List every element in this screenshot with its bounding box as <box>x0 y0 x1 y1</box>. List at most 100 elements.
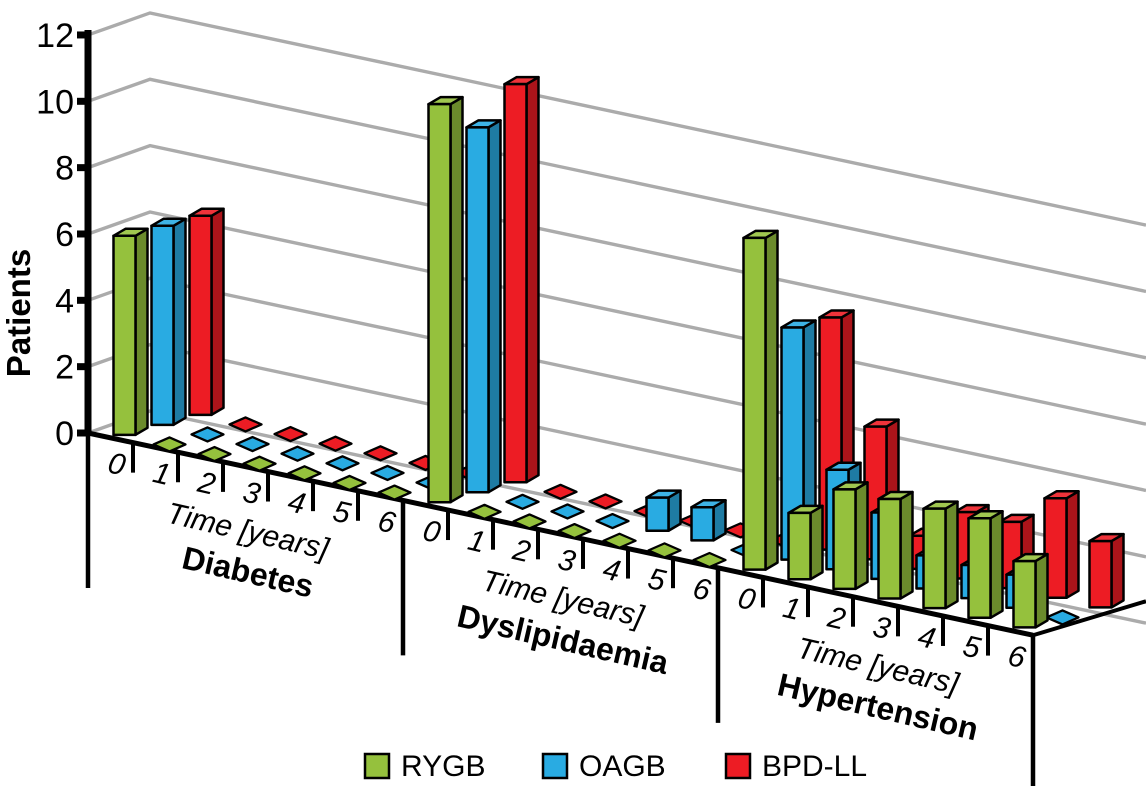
bar-BPD-LL-Diabetes-year0 <box>188 207 225 417</box>
zero-diamond <box>595 512 630 530</box>
time-tick-label-Dyslipidaemia-2: 2 <box>509 533 534 569</box>
bar-side-face <box>1034 552 1049 629</box>
gridline-10 <box>87 77 1146 294</box>
y-tick-label-4: 4 <box>55 282 74 320</box>
time-tick-label-Diabetes-4: 4 <box>285 485 309 521</box>
bar-OAGB-Hypertension-year0 <box>780 319 817 561</box>
time-tick-label-Diabetes-5: 5 <box>330 495 354 531</box>
zero-marker-OAGB-Diabetes-year5 <box>370 464 405 482</box>
legend-layer: RYGB OAGB BPD-LL <box>363 750 867 783</box>
legend-item-OAGB: OAGB <box>541 750 666 783</box>
bar-front-face <box>150 224 175 427</box>
bar-side-face <box>210 207 225 417</box>
y-tick-label-6: 6 <box>55 216 74 254</box>
y-axis-title: Patients <box>0 249 37 377</box>
zero-marker-BPD-LL-Diabetes-year3 <box>318 435 353 452</box>
zero-diamond <box>190 426 225 443</box>
time-tick-label-Hypertension-3: 3 <box>870 610 894 646</box>
time-tick-label-Dyslipidaemia-1: 1 <box>465 524 489 560</box>
bar-OAGB-Dyslipidaemia-year0 <box>465 119 502 494</box>
zero-diamond <box>692 551 727 569</box>
bar-front-face <box>188 214 213 417</box>
bar-RYGB-Hypertension-year6 <box>1012 552 1049 629</box>
bar-side-face <box>989 510 1004 620</box>
zero-marker-OAGB-Dyslipidaemia-year3 <box>595 512 630 530</box>
time-tick-label-Dyslipidaemia-5: 5 <box>645 562 669 598</box>
bar-front-face <box>967 517 992 620</box>
time-tick-label-Dyslipidaemia-3: 3 <box>555 543 579 579</box>
zero-diamond <box>588 493 623 510</box>
legend-label-BPD-LL: BPD-LL <box>762 750 867 783</box>
bar-OAGB-Diabetes-year0 <box>150 217 187 427</box>
bar-front-face <box>742 236 767 571</box>
zero-diamond <box>235 435 270 453</box>
time-tick-label-Dyslipidaemia-0: 0 <box>420 514 444 550</box>
bar-front-face <box>877 497 902 600</box>
bar-front-face <box>690 505 715 542</box>
zero-diamond <box>505 493 540 511</box>
bar-side-face <box>449 95 464 504</box>
bar-RYGB-Hypertension-year2 <box>832 481 869 591</box>
zero-diamond <box>1045 609 1080 626</box>
zero-diamond <box>557 522 592 540</box>
y-tick-0 <box>77 429 88 437</box>
time-tick-label-Diabetes-6: 6 <box>375 504 399 540</box>
zero-marker-RYGB-Diabetes-year1 <box>152 436 187 453</box>
zero-diamond <box>602 532 637 549</box>
bar-front-face <box>645 496 670 532</box>
zero-marker-RYGB-Dyslipidaemia-year1 <box>467 503 502 521</box>
y-tick-10 <box>77 97 88 105</box>
time-tick-label-Diabetes-3: 3 <box>240 475 264 511</box>
zero-marker-OAGB-Diabetes-year2 <box>235 435 270 453</box>
time-tick-label-Hypertension-2: 2 <box>824 600 849 636</box>
zero-marker-RYGB-Dyslipidaemia-year5 <box>647 542 682 559</box>
time-tick-label-Hypertension-1: 1 <box>780 591 804 627</box>
axes-layer <box>77 30 1146 786</box>
zero-marker-RYGB-Dyslipidaemia-year6 <box>692 551 727 569</box>
bar-OAGB-Dyslipidaemia-year4 <box>645 489 682 532</box>
zero-marker-RYGB-Diabetes-year5 <box>332 474 367 492</box>
zero-diamond <box>647 542 682 559</box>
zero-diamond <box>325 455 360 472</box>
time-tick-label-Hypertension-4: 4 <box>915 620 939 656</box>
bar-side-face <box>899 490 914 600</box>
zero-marker-OAGB-Diabetes-year4 <box>325 455 360 472</box>
zero-diamond <box>273 425 308 443</box>
y-tick-8 <box>77 164 88 172</box>
bar-front-face <box>832 488 857 591</box>
bar-front-face <box>1088 539 1113 609</box>
bar-RYGB-Hypertension-year0 <box>742 229 779 571</box>
legend-swatch-BPD-LL <box>724 752 752 780</box>
y-tick-label-2: 2 <box>55 349 74 387</box>
zero-diamond <box>363 445 398 462</box>
bar-side-face <box>172 217 187 427</box>
bar-RYGB-Hypertension-year5 <box>967 510 1004 620</box>
zero-diamond <box>370 464 405 482</box>
bar-RYGB-Dyslipidaemia-year0 <box>427 95 464 504</box>
bar-front-face <box>465 126 490 494</box>
bar-front-face <box>787 511 812 581</box>
time-tick-label-Hypertension-5: 5 <box>960 630 984 666</box>
bar-BPD-LL-Dyslipidaemia-year0 <box>503 75 540 484</box>
y-tick-label-10: 10 <box>36 83 74 121</box>
y-tick-2 <box>77 363 88 371</box>
zero-marker-OAGB-Hypertension-year6 <box>1045 609 1080 626</box>
bar-front-face <box>503 82 528 484</box>
legend-label-RYGB: RYGB <box>401 750 485 783</box>
time-tick-label-Hypertension-0: 0 <box>735 581 759 617</box>
zero-marker-RYGB-Diabetes-year4 <box>287 465 322 482</box>
zero-diamond <box>512 513 547 530</box>
zero-marker-RYGB-Dyslipidaemia-year3 <box>557 522 592 540</box>
bar-RYGB-Hypertension-year1 <box>787 504 824 581</box>
bar-front-face <box>1043 497 1068 600</box>
floor-right-edge <box>1032 599 1146 638</box>
zero-diamond <box>197 445 232 463</box>
bar-side-face <box>134 227 149 437</box>
zero-marker-RYGB-Diabetes-year3 <box>242 455 277 472</box>
zero-marker-OAGB-Diabetes-year1 <box>190 426 225 443</box>
bar-side-face <box>1065 490 1080 600</box>
gridlines-layer <box>87 11 1146 625</box>
